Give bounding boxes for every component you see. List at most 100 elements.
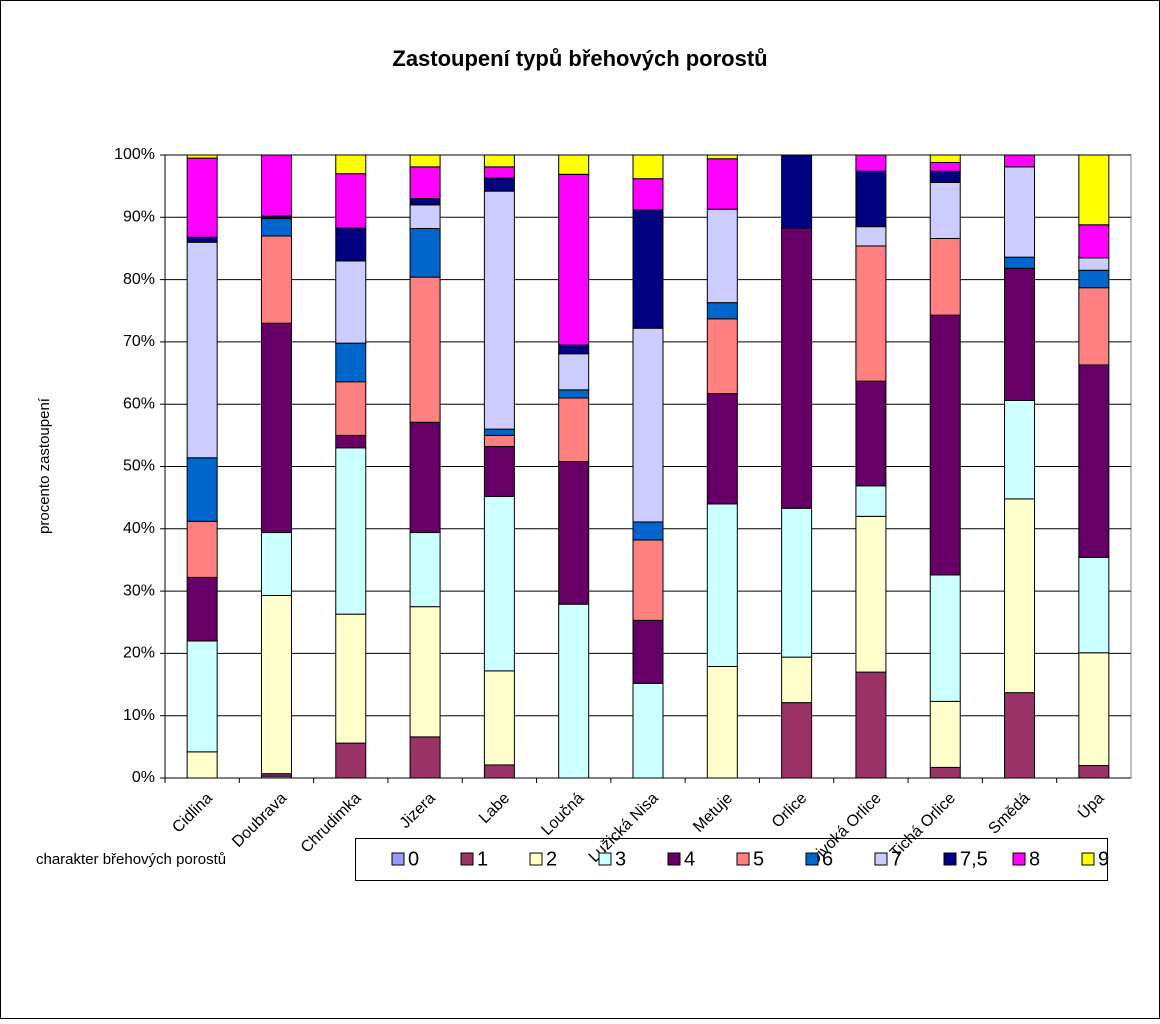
bar-segment xyxy=(483,166,515,179)
bar-segment xyxy=(409,204,441,230)
bar-segment xyxy=(335,173,367,229)
bar-segment xyxy=(855,245,887,382)
legend-swatch xyxy=(943,852,957,866)
bar-segment xyxy=(706,208,738,304)
bar-segment xyxy=(409,276,441,423)
bar-segment xyxy=(186,640,218,753)
bar-segment xyxy=(929,574,961,702)
bar-segment xyxy=(929,161,961,172)
bar-segment xyxy=(558,344,590,355)
bar-segment xyxy=(855,671,887,779)
bar-segment xyxy=(186,457,218,522)
bar-segment xyxy=(1078,224,1110,259)
bar-segment xyxy=(855,515,887,673)
bar-segment xyxy=(483,764,515,779)
bar-segment xyxy=(855,226,887,247)
legend-label: 0 xyxy=(408,848,419,870)
bar-segment xyxy=(1004,498,1036,694)
bar-segment xyxy=(929,237,961,316)
legend-swatch xyxy=(460,852,474,866)
bar-segment xyxy=(558,461,590,605)
bar-segment xyxy=(483,190,515,430)
bar-segment xyxy=(335,227,367,262)
bar-segment xyxy=(409,736,441,779)
bar-segment xyxy=(632,539,664,621)
bar-segment xyxy=(781,227,813,509)
bar-segment xyxy=(632,682,664,779)
bar-segment xyxy=(335,434,367,449)
bar-segment xyxy=(186,157,218,238)
y-tick-label: 80% xyxy=(123,271,155,288)
bar-segment xyxy=(260,235,292,324)
bar-segment xyxy=(632,209,664,329)
bar-segment xyxy=(706,158,738,210)
bar-segment xyxy=(260,594,292,775)
bar-segment xyxy=(855,154,887,172)
legend-swatch xyxy=(529,852,543,866)
y-tick-label: 90% xyxy=(123,209,155,226)
bar-segment xyxy=(855,380,887,487)
bar-segment xyxy=(632,178,664,211)
y-axis-label: procento zastoupení xyxy=(36,397,53,534)
legend-box xyxy=(355,838,1108,881)
bar-segment xyxy=(929,170,961,183)
legend-swatch xyxy=(667,852,681,866)
legend-label: 1 xyxy=(477,848,488,870)
bar-segment xyxy=(706,665,738,779)
bar-segment xyxy=(558,389,590,399)
bar-segment xyxy=(409,606,441,738)
bar-segment xyxy=(706,154,738,160)
bar-segment xyxy=(483,670,515,766)
bar-segment xyxy=(632,327,664,523)
legend-label: 7 xyxy=(891,848,902,870)
bar-segment xyxy=(186,236,218,243)
legend-swatch xyxy=(391,852,405,866)
legend-title: charakter břehových porostů xyxy=(36,851,226,868)
bar-segment xyxy=(483,446,515,497)
bar-segment xyxy=(483,428,515,436)
bar-segment xyxy=(186,520,218,578)
y-tick-label: 40% xyxy=(123,520,155,537)
bar-segment xyxy=(1004,692,1036,779)
bar-segment xyxy=(929,314,961,576)
bar-segment xyxy=(483,495,515,672)
bar-segment xyxy=(706,302,738,320)
bar-segment xyxy=(483,434,515,448)
chart-title: Zastoupení typů břehových porostů xyxy=(392,46,767,71)
bar-segment xyxy=(186,154,218,159)
bar-segment xyxy=(558,353,590,391)
y-tick-label: 70% xyxy=(123,333,155,350)
y-tick-label: 30% xyxy=(123,582,155,599)
legend-label: 2 xyxy=(546,848,557,870)
legend-swatch xyxy=(1081,852,1095,866)
bar-segment xyxy=(1004,256,1036,269)
legend-swatch xyxy=(598,852,612,866)
bar-segment xyxy=(335,342,367,383)
bar-segment xyxy=(558,154,590,175)
bar-segment xyxy=(855,485,887,517)
bar-segment xyxy=(929,700,961,768)
bar-segment xyxy=(558,397,590,463)
bar-segment xyxy=(1078,556,1110,654)
bar-segment xyxy=(558,173,590,346)
legend-label: 4 xyxy=(684,848,695,870)
bar-segment xyxy=(186,576,218,642)
bar-segment xyxy=(1078,269,1110,289)
legend-label: 9 xyxy=(1098,848,1109,870)
y-tick-label: 100% xyxy=(114,146,155,163)
bar-segment xyxy=(781,702,813,779)
y-tick-label: 0% xyxy=(132,769,155,786)
bar-segment xyxy=(781,656,813,704)
legend-swatch xyxy=(1012,852,1026,866)
bar-segment xyxy=(260,532,292,596)
bar-segment xyxy=(1078,287,1110,366)
bar-segment xyxy=(409,532,441,608)
bar-segment xyxy=(632,521,664,541)
bar-segment xyxy=(186,751,218,779)
bar-segment xyxy=(781,154,813,229)
bar-segment xyxy=(1004,267,1036,401)
bar-segment xyxy=(483,154,515,168)
y-tick-label: 20% xyxy=(123,645,155,662)
bar-segment xyxy=(1004,399,1036,500)
bar-segment xyxy=(929,181,961,239)
